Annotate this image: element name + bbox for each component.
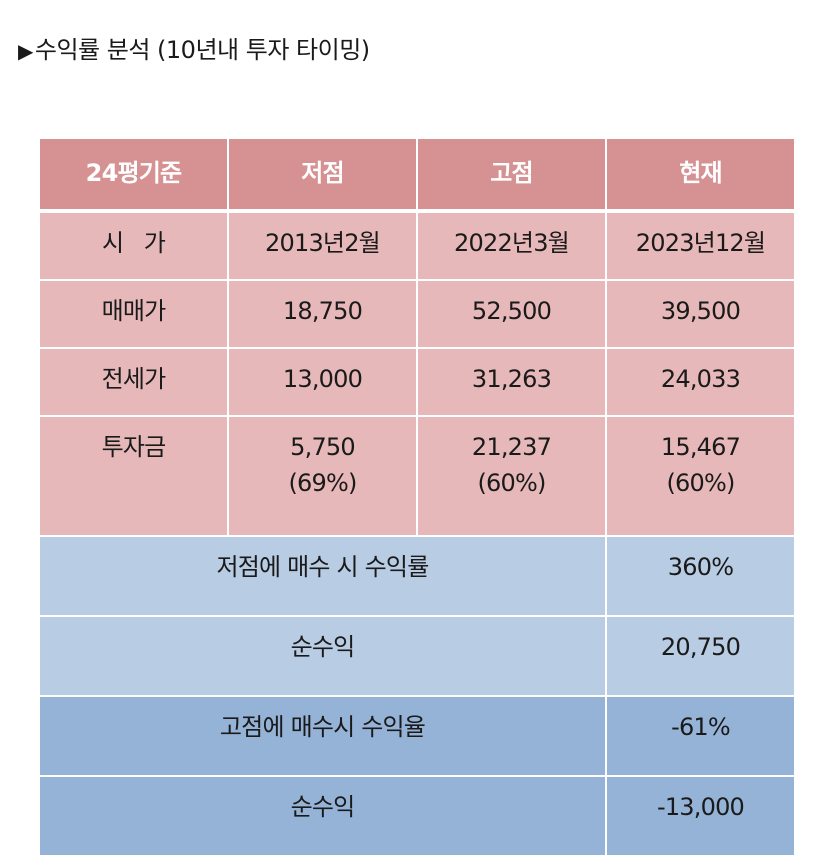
header-high: 고점	[416, 137, 607, 213]
row-label: 투자금	[38, 415, 229, 537]
row-label: 전세가	[38, 347, 229, 417]
summary-row-high-return: 고점에 매수시 수익율 -61%	[38, 695, 796, 777]
cell-text: 2023년12월	[635, 229, 766, 257]
summary-row-low-return: 저점에 매수 시 수익률 360%	[38, 535, 796, 617]
summary-value: 20,750	[605, 615, 796, 697]
investment-amount: 21,237	[471, 433, 552, 461]
table-cell: 52,500	[416, 279, 607, 349]
table-cell: 5,750 (69%)	[227, 415, 418, 537]
cell-text: 24,033	[660, 365, 741, 393]
table-cell: 2013년2월	[227, 210, 418, 281]
investment-amount: 15,467	[660, 433, 741, 461]
investment-percent: (69%)	[288, 469, 357, 497]
investment-percent: (60%)	[477, 469, 546, 497]
summary-row-low-profit: 순수익 20,750	[38, 615, 796, 697]
cell-text: 31,263	[471, 365, 552, 393]
cell-text: 2022년3월	[454, 229, 570, 257]
summary-value-text: -61%	[671, 713, 731, 741]
summary-value: -61%	[605, 695, 796, 777]
summary-value: 360%	[605, 535, 796, 617]
investment-amount: 5,750	[290, 433, 356, 461]
cell-text: 39,500	[660, 297, 741, 325]
triangle-right-icon: ▶	[18, 39, 33, 63]
summary-value-text: -13,000	[656, 793, 745, 821]
cell-text: 2013년2월	[265, 229, 381, 257]
investment-percent: (60%)	[666, 469, 735, 497]
row-label-text: 시 가	[101, 229, 166, 257]
table-cell: 21,237 (60%)	[416, 415, 607, 537]
summary-label-text: 순수익	[290, 633, 356, 661]
table-cell: 15,467 (60%)	[605, 415, 796, 537]
summary-label-text: 저점에 매수 시 수익률	[216, 553, 429, 581]
summary-value-text: 20,750	[660, 633, 741, 661]
table-cell: 24,033	[605, 347, 796, 417]
summary-label-text: 고점에 매수시 수익율	[219, 713, 426, 741]
table-cell: 39,500	[605, 279, 796, 349]
table-cell: 13,000	[227, 347, 418, 417]
row-label: 매매가	[38, 279, 229, 349]
row-label-text: 투자금	[101, 433, 167, 461]
table-header-row: 24평기준 저점 고점 현재	[38, 137, 796, 213]
summary-value: -13,000	[605, 775, 796, 857]
cell-text: 13,000	[282, 365, 363, 393]
summary-label-text: 순수익	[290, 793, 356, 821]
row-label: 시 가	[38, 210, 229, 281]
header-current: 현재	[605, 137, 796, 213]
page-title-text: 수익률 분석 (10년내 투자 타이밍)	[34, 36, 370, 64]
table-cell: 31,263	[416, 347, 607, 417]
cell-text: 52,500	[471, 297, 552, 325]
cell-text: 18,750	[282, 297, 363, 325]
table-cell: 2022년3월	[416, 210, 607, 281]
page-title: ▶수익률 분석 (10년내 투자 타이밍)	[18, 30, 370, 65]
summary-label: 순수익	[38, 775, 607, 857]
summary-label: 고점에 매수시 수익율	[38, 695, 607, 777]
row-label-text: 매매가	[101, 297, 167, 325]
table-cell: 2023년12월	[605, 210, 796, 281]
table-row-price-date: 시 가 2013년2월 2022년3월 2023년12월	[38, 210, 796, 281]
header-low: 저점	[227, 137, 418, 213]
header-basis: 24평기준	[38, 137, 229, 213]
summary-value-text: 360%	[667, 553, 734, 581]
summary-row-high-profit: 순수익 -13,000	[38, 775, 796, 857]
table-row-sale-price: 매매가 18,750 52,500 39,500	[38, 279, 796, 349]
table-row-investment: 투자금 5,750 (69%) 21,237 (60%) 15,467 (60%…	[38, 415, 796, 537]
table-cell: 18,750	[227, 279, 418, 349]
row-label-text: 전세가	[101, 365, 167, 393]
returns-table: 24평기준 저점 고점 현재 시 가 2013년2월 2022년3월 2023년…	[38, 137, 796, 857]
summary-label: 저점에 매수 시 수익률	[38, 535, 607, 617]
summary-label: 순수익	[38, 615, 607, 697]
table-row-jeonse-price: 전세가 13,000 31,263 24,033	[38, 347, 796, 417]
